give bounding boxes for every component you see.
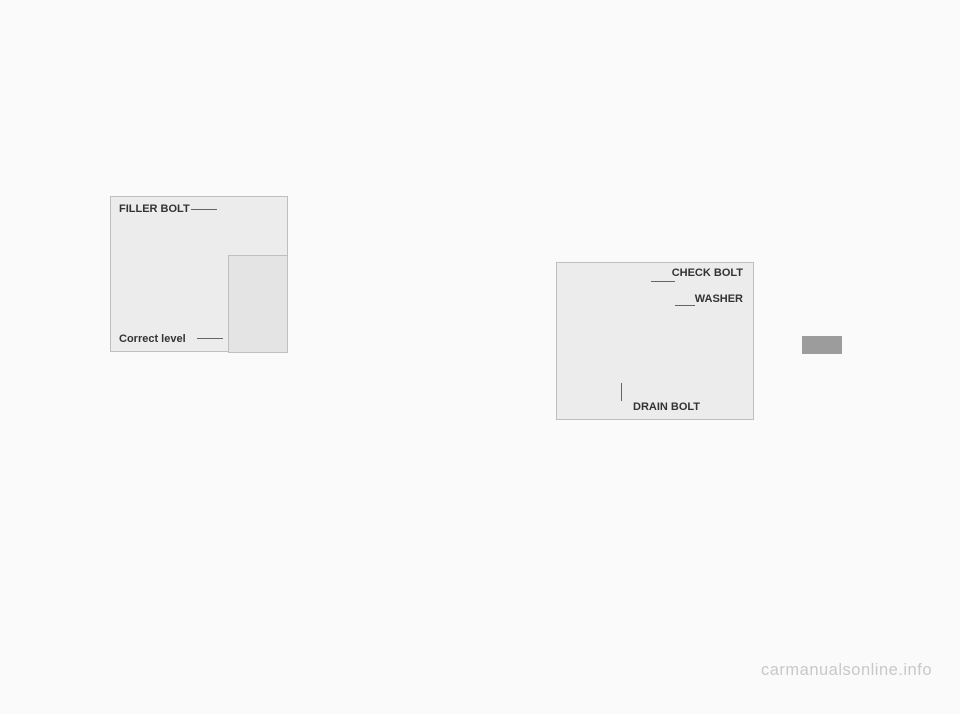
label-drain-bolt: DRAIN BOLT (633, 401, 700, 413)
label-correct-level: Correct level (119, 333, 186, 345)
watermark-text: carmanualsonline.info (761, 661, 932, 680)
label-filler-bolt: FILLER BOLT (119, 203, 190, 215)
leader-line-filler-bolt (191, 209, 217, 210)
figure-inset-correct-level (228, 255, 288, 353)
leader-line-correct-level (197, 338, 223, 339)
leader-line-drain-bolt (621, 383, 622, 401)
figure-transmission-filler: FILLER BOLT Correct level (110, 196, 288, 352)
section-tab (802, 336, 842, 354)
page: FILLER BOLT Correct level CHECK BOLT WAS… (0, 0, 960, 714)
leader-line-check-bolt (651, 281, 675, 282)
figure-differential-bolts: CHECK BOLT WASHER DRAIN BOLT (556, 262, 754, 420)
label-washer: WASHER (695, 293, 743, 305)
leader-line-washer (675, 305, 695, 306)
label-check-bolt: CHECK BOLT (672, 267, 743, 279)
